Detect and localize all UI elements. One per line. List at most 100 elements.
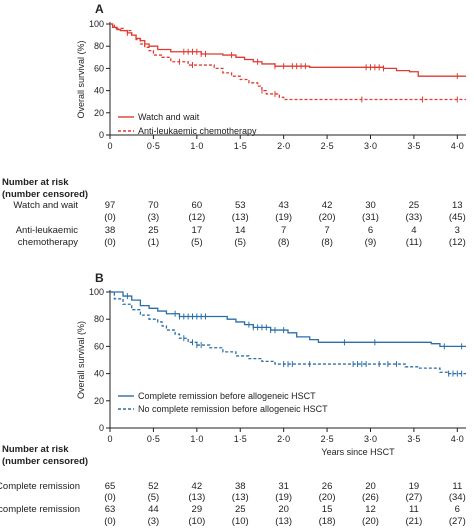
censored-count: (5) <box>234 237 246 248</box>
risk-count: 43 <box>278 200 289 211</box>
risk-count: 19 <box>409 481 420 492</box>
risk-row-label: chemotherapy <box>18 237 78 248</box>
risk-table-header: Number at risk <box>2 177 69 188</box>
censored-count: (13) <box>188 492 205 503</box>
censored-count: (45) <box>449 212 466 223</box>
censored-count: (13) <box>275 516 292 527</box>
risk-count: 42 <box>192 481 203 492</box>
y-tick-label: 100 <box>89 287 104 297</box>
x-tick-label: 2·5 <box>321 434 334 444</box>
censored-count: (9) <box>365 237 377 248</box>
y-tick-label: 80 <box>94 41 104 51</box>
censored-count: (8) <box>321 237 333 248</box>
risk-count: 60 <box>192 200 203 211</box>
risk-count: 7 <box>281 225 286 236</box>
legend-label: No complete remission before allogeneic … <box>138 404 328 414</box>
censored-count: (19) <box>275 212 292 223</box>
series-line-2 <box>110 23 466 101</box>
legend-label: Anti-leukaemic chemotherapy <box>138 126 257 136</box>
x-tick-label: 3·0 <box>364 141 377 151</box>
risk-count: 42 <box>322 200 333 211</box>
censored-count: (21) <box>405 516 422 527</box>
censored-count: (5) <box>148 492 160 503</box>
risk-count: 25 <box>409 200 420 211</box>
y-tick-label: 0 <box>99 130 104 140</box>
risk-count: 11 <box>452 481 462 492</box>
risk-count: 25 <box>148 225 159 236</box>
risk-count: 29 <box>192 504 203 515</box>
censored-count: (20) <box>362 516 379 527</box>
risk-count: 20 <box>365 481 376 492</box>
risk-count: 70 <box>148 200 159 211</box>
censored-count: (0) <box>104 516 116 527</box>
censored-count: (19) <box>275 492 292 503</box>
risk-count: 38 <box>105 225 116 236</box>
x-tick-label: 2·5 <box>321 141 334 151</box>
censored-count: (0) <box>104 212 116 223</box>
risk-count: 3 <box>455 225 460 236</box>
risk-count: 14 <box>235 225 246 236</box>
risk-count: 7 <box>324 225 329 236</box>
panel-label: A <box>95 2 104 16</box>
risk-count: 12 <box>365 504 376 515</box>
x-tick-label: 1·0 <box>190 434 203 444</box>
y-tick-label: 80 <box>94 314 104 324</box>
y-axis-label: Overall survival (%) <box>76 40 86 118</box>
x-tick-label: 1·0 <box>190 141 203 151</box>
y-axis-label: Overall survival (%) <box>76 321 86 399</box>
x-tick-label: 3·5 <box>407 434 420 444</box>
censored-count: (10) <box>232 516 249 527</box>
censored-count: (18) <box>319 516 336 527</box>
censored-count: (8) <box>278 237 290 248</box>
censored-count: (12) <box>449 237 466 248</box>
censored-count: (31) <box>362 212 379 223</box>
y-tick-label: 60 <box>94 63 104 73</box>
x-tick-label: 0 <box>107 434 112 444</box>
x-axis-label: Years since HSCT <box>321 447 395 457</box>
risk-table-header: Number at risk <box>2 444 69 455</box>
censored-count: (11) <box>406 237 422 248</box>
risk-count: 25 <box>235 504 246 515</box>
risk-table-header: (number censored) <box>2 456 88 467</box>
risk-count: 15 <box>322 504 333 515</box>
risk-table-header: (number censored) <box>2 189 88 200</box>
x-tick-label: 0·5 <box>147 434 160 444</box>
y-tick-label: 0 <box>99 423 104 433</box>
censored-count: (20) <box>319 212 336 223</box>
x-tick-label: 0·5 <box>147 141 160 151</box>
risk-count: 30 <box>365 200 376 211</box>
y-tick-label: 40 <box>94 86 104 96</box>
censored-count: (0) <box>104 492 116 503</box>
censored-count: (26) <box>362 492 379 503</box>
y-tick-label: 20 <box>94 108 104 118</box>
risk-count: 38 <box>235 481 246 492</box>
risk-count: 4 <box>411 225 416 236</box>
y-tick-label: 40 <box>94 369 104 379</box>
risk-count: 63 <box>105 504 116 515</box>
risk-count: 13 <box>452 200 463 211</box>
risk-row-label: Complete remission <box>0 481 80 492</box>
censored-count: (0) <box>104 237 116 248</box>
censored-count: (13) <box>232 212 249 223</box>
risk-row-label: Watch and wait <box>13 200 78 211</box>
x-tick-label: 0 <box>107 141 112 151</box>
x-tick-label: 2·0 <box>277 141 290 151</box>
censored-count: (13) <box>232 492 249 503</box>
x-tick-label: 3·0 <box>364 434 377 444</box>
censored-count: (27) <box>449 516 466 527</box>
x-tick-label: 1·5 <box>234 141 247 151</box>
risk-count: 26 <box>322 481 333 492</box>
risk-count: 11 <box>409 504 419 515</box>
legend-label: Complete remission before allogeneic HSC… <box>138 391 316 401</box>
x-tick-label: 4·0 <box>451 141 464 151</box>
risk-row-label: No complete remission <box>0 504 80 515</box>
y-tick-label: 60 <box>94 341 104 351</box>
risk-count: 52 <box>148 481 159 492</box>
risk-count: 20 <box>278 504 289 515</box>
censored-count: (10) <box>188 516 205 527</box>
x-tick-label: 1·5 <box>234 434 247 444</box>
risk-count: 31 <box>278 481 289 492</box>
risk-count: 53 <box>235 200 246 211</box>
series-line-1 <box>110 291 466 348</box>
